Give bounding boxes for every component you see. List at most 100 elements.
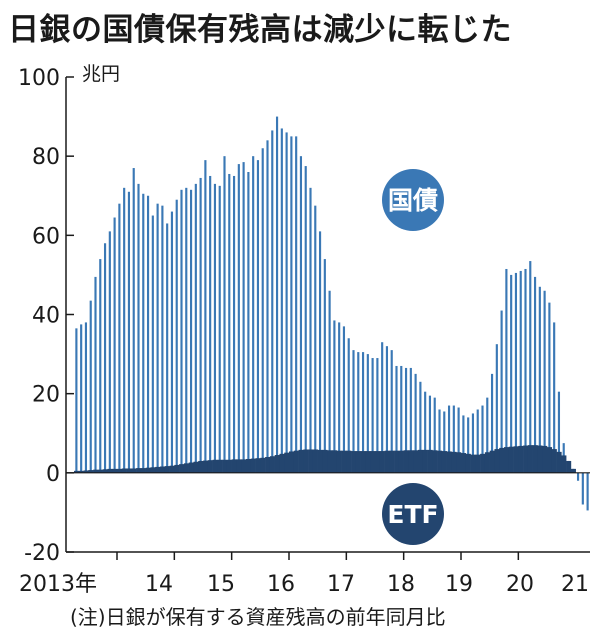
jgb-bar	[175, 199, 178, 473]
x-axis: 2013年 14 15 16 17 18 19 20 21	[19, 472, 590, 597]
jgb-bar	[118, 203, 121, 473]
etf-bar	[484, 452, 490, 473]
jgb-bar	[213, 183, 217, 473]
y-tick-label: 100	[18, 66, 60, 91]
jgb-bar	[242, 162, 245, 473]
jgb-bar	[108, 231, 111, 473]
x-tick-label: 17	[327, 572, 355, 597]
etf-bar	[112, 468, 118, 473]
jgb-bar	[185, 187, 188, 473]
etf-bar	[308, 449, 314, 473]
jgb-bar	[142, 193, 145, 473]
jgb-bar	[170, 211, 174, 473]
etf-bar	[74, 470, 80, 473]
jgb-badge: 国債	[382, 169, 444, 231]
jgb-bar	[452, 405, 455, 473]
etf-bar	[140, 468, 146, 473]
etf-bar	[441, 451, 447, 473]
etf-bar	[398, 450, 404, 473]
jgb-bar	[462, 415, 465, 473]
jgb-bar	[252, 156, 255, 473]
jgb-bar	[232, 175, 236, 473]
jgb-bar	[204, 160, 207, 473]
jgb-bar	[447, 405, 451, 473]
jgb-bar	[414, 373, 417, 473]
etf-bar	[489, 450, 495, 473]
etf-bar	[274, 455, 280, 473]
x-tick-label: 19	[445, 572, 473, 597]
jgb-bar	[247, 172, 250, 473]
jgb-bar	[271, 130, 274, 473]
etf-bar	[183, 463, 189, 473]
jgb-bar	[295, 136, 298, 473]
jgb-bar	[543, 290, 546, 473]
jgb-bar	[400, 365, 403, 473]
etf-bar	[432, 450, 438, 473]
jgb-bar	[304, 166, 307, 473]
etf-bar	[102, 469, 108, 473]
etf-bar	[532, 445, 538, 473]
jgb-bar	[524, 268, 527, 473]
etf-bar	[408, 450, 414, 473]
jgb-bar	[581, 472, 584, 505]
etf-bar	[523, 445, 529, 473]
etf-bar	[551, 449, 557, 473]
etf-bar	[465, 453, 471, 473]
etf-bar	[513, 446, 519, 473]
jgb-bar	[156, 203, 159, 473]
jgb-bar	[99, 259, 102, 473]
etf-bar	[131, 468, 137, 473]
jgb-bar	[381, 342, 384, 473]
jgb-bar	[376, 358, 379, 473]
jgb-bar	[318, 231, 322, 473]
jgb-bar	[409, 367, 412, 473]
jgb-bar	[467, 417, 470, 473]
etf-bar	[212, 459, 218, 473]
etf-bar	[312, 449, 318, 473]
jgb-bar	[166, 223, 169, 473]
jgb-bar	[132, 168, 135, 473]
jgb-bar	[586, 472, 589, 511]
etf-bar	[346, 450, 352, 473]
jgb-bar	[256, 160, 260, 473]
jgb-bar	[500, 310, 503, 473]
x-tick-label: 21	[561, 572, 589, 597]
jgb-bar	[127, 191, 131, 473]
etf-bar	[336, 450, 342, 473]
jgb-bar	[323, 259, 326, 473]
etf-bar	[78, 470, 84, 473]
jgb-bar	[371, 358, 374, 473]
etf-bar	[284, 452, 290, 473]
etf-bar	[327, 450, 333, 473]
jgb-bar	[553, 322, 556, 473]
etf-bar	[136, 468, 142, 473]
etf-bar	[413, 450, 419, 473]
jgb-bar	[123, 187, 126, 473]
etf-bar	[269, 456, 275, 473]
jgb-bar	[84, 322, 88, 473]
etf-bar	[126, 468, 132, 473]
y-tick-label: 20	[32, 383, 60, 408]
jgb-bar	[199, 177, 202, 473]
etf-bar	[217, 459, 223, 473]
etf-bar	[246, 458, 252, 473]
y-tick-label: 80	[32, 145, 60, 170]
jgb-bar	[576, 472, 580, 481]
jgb-badge-circle	[382, 169, 444, 231]
jgb-bar	[533, 276, 537, 473]
etf-bar	[169, 465, 175, 473]
etf-bar	[298, 449, 304, 473]
etf-bar	[226, 459, 232, 473]
jgb-bar	[471, 413, 475, 473]
jgb-bar	[352, 350, 355, 473]
etf-bar	[241, 459, 247, 473]
etf-bar	[260, 457, 266, 473]
chart-title: 日銀の国債保有残高は減少に転じた	[8, 12, 512, 48]
jgb-bar	[395, 365, 398, 473]
jgb-bar	[223, 156, 226, 473]
etf-bar	[145, 467, 151, 473]
jgb-bar	[137, 183, 140, 473]
etf-bar	[174, 464, 180, 473]
jgb-bar	[299, 156, 303, 473]
